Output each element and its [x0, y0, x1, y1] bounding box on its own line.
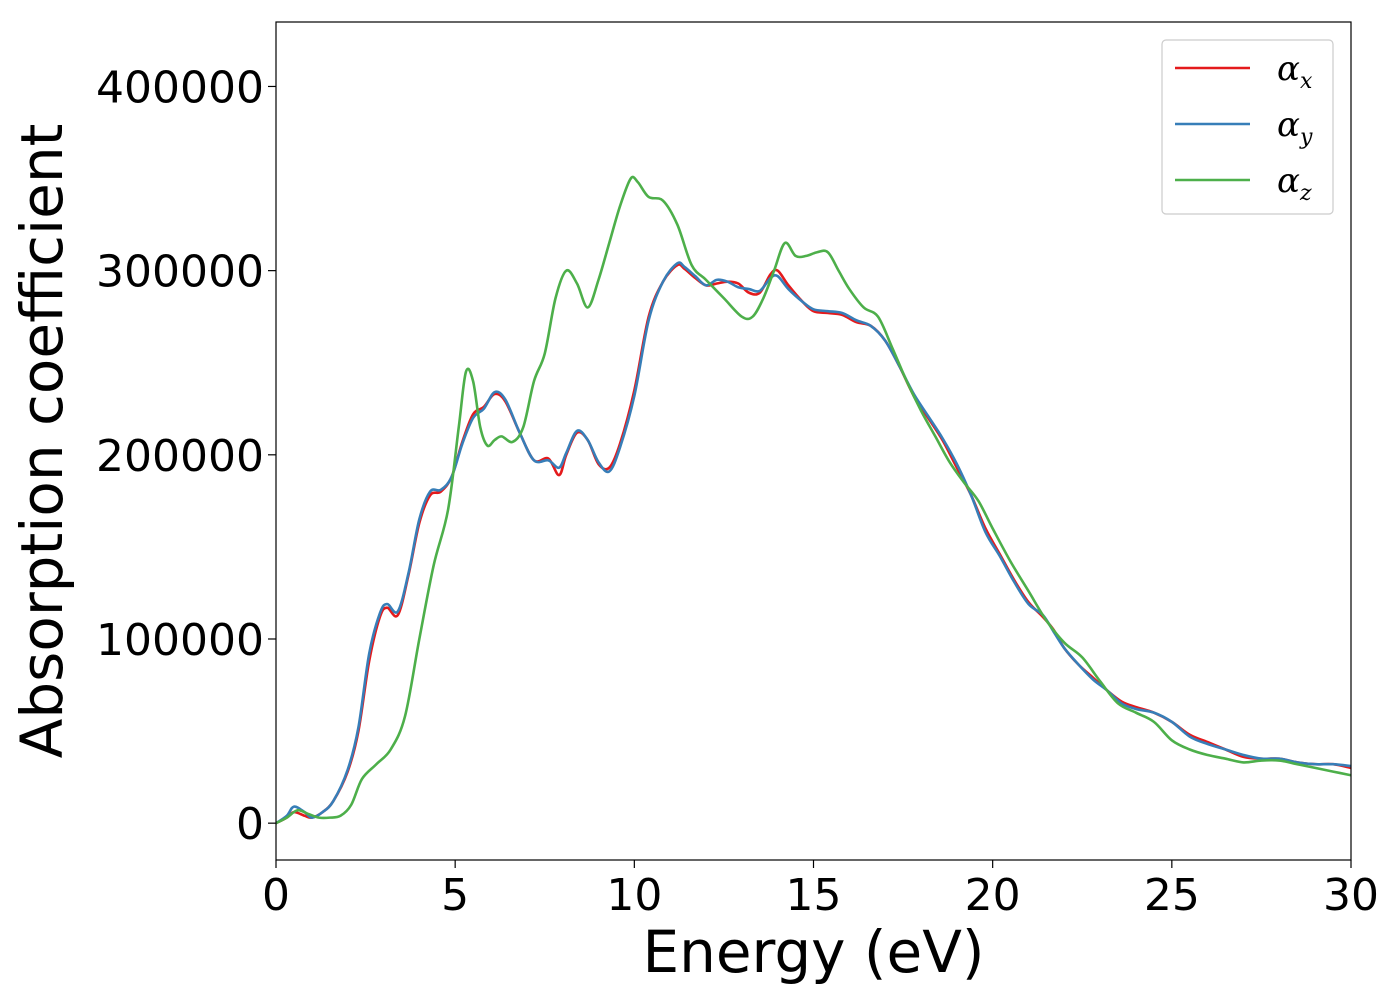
y-tick-label: 300000: [96, 247, 264, 298]
x-axis: 0 5 10 15 20 25 30: [262, 860, 1379, 921]
series-layer: [276, 175, 1351, 825]
x-axis-title: Energy (eV): [642, 918, 984, 986]
y-axis-title: Absorption coefficient: [8, 124, 76, 759]
legend-label-x: αx: [1277, 49, 1313, 94]
y-axis: 0 100000 200000 300000 400000: [96, 62, 276, 850]
x-tick-label: 20: [965, 870, 1021, 921]
x-tick-label: 30: [1323, 870, 1379, 921]
x-tick-label: 15: [786, 870, 842, 921]
x-tick-label: 25: [1144, 870, 1200, 921]
legend-box: [1161, 39, 1334, 215]
series-line-z: [276, 175, 1351, 825]
x-tick-label: 0: [262, 870, 290, 921]
y-tick-label: 0: [236, 799, 264, 850]
y-tick-label: 400000: [96, 62, 264, 113]
x-tick-label: 5: [441, 870, 469, 921]
y-tick-label: 100000: [96, 615, 264, 666]
y-tick-label: 200000: [96, 431, 264, 482]
x-tick-label: 10: [606, 870, 662, 921]
